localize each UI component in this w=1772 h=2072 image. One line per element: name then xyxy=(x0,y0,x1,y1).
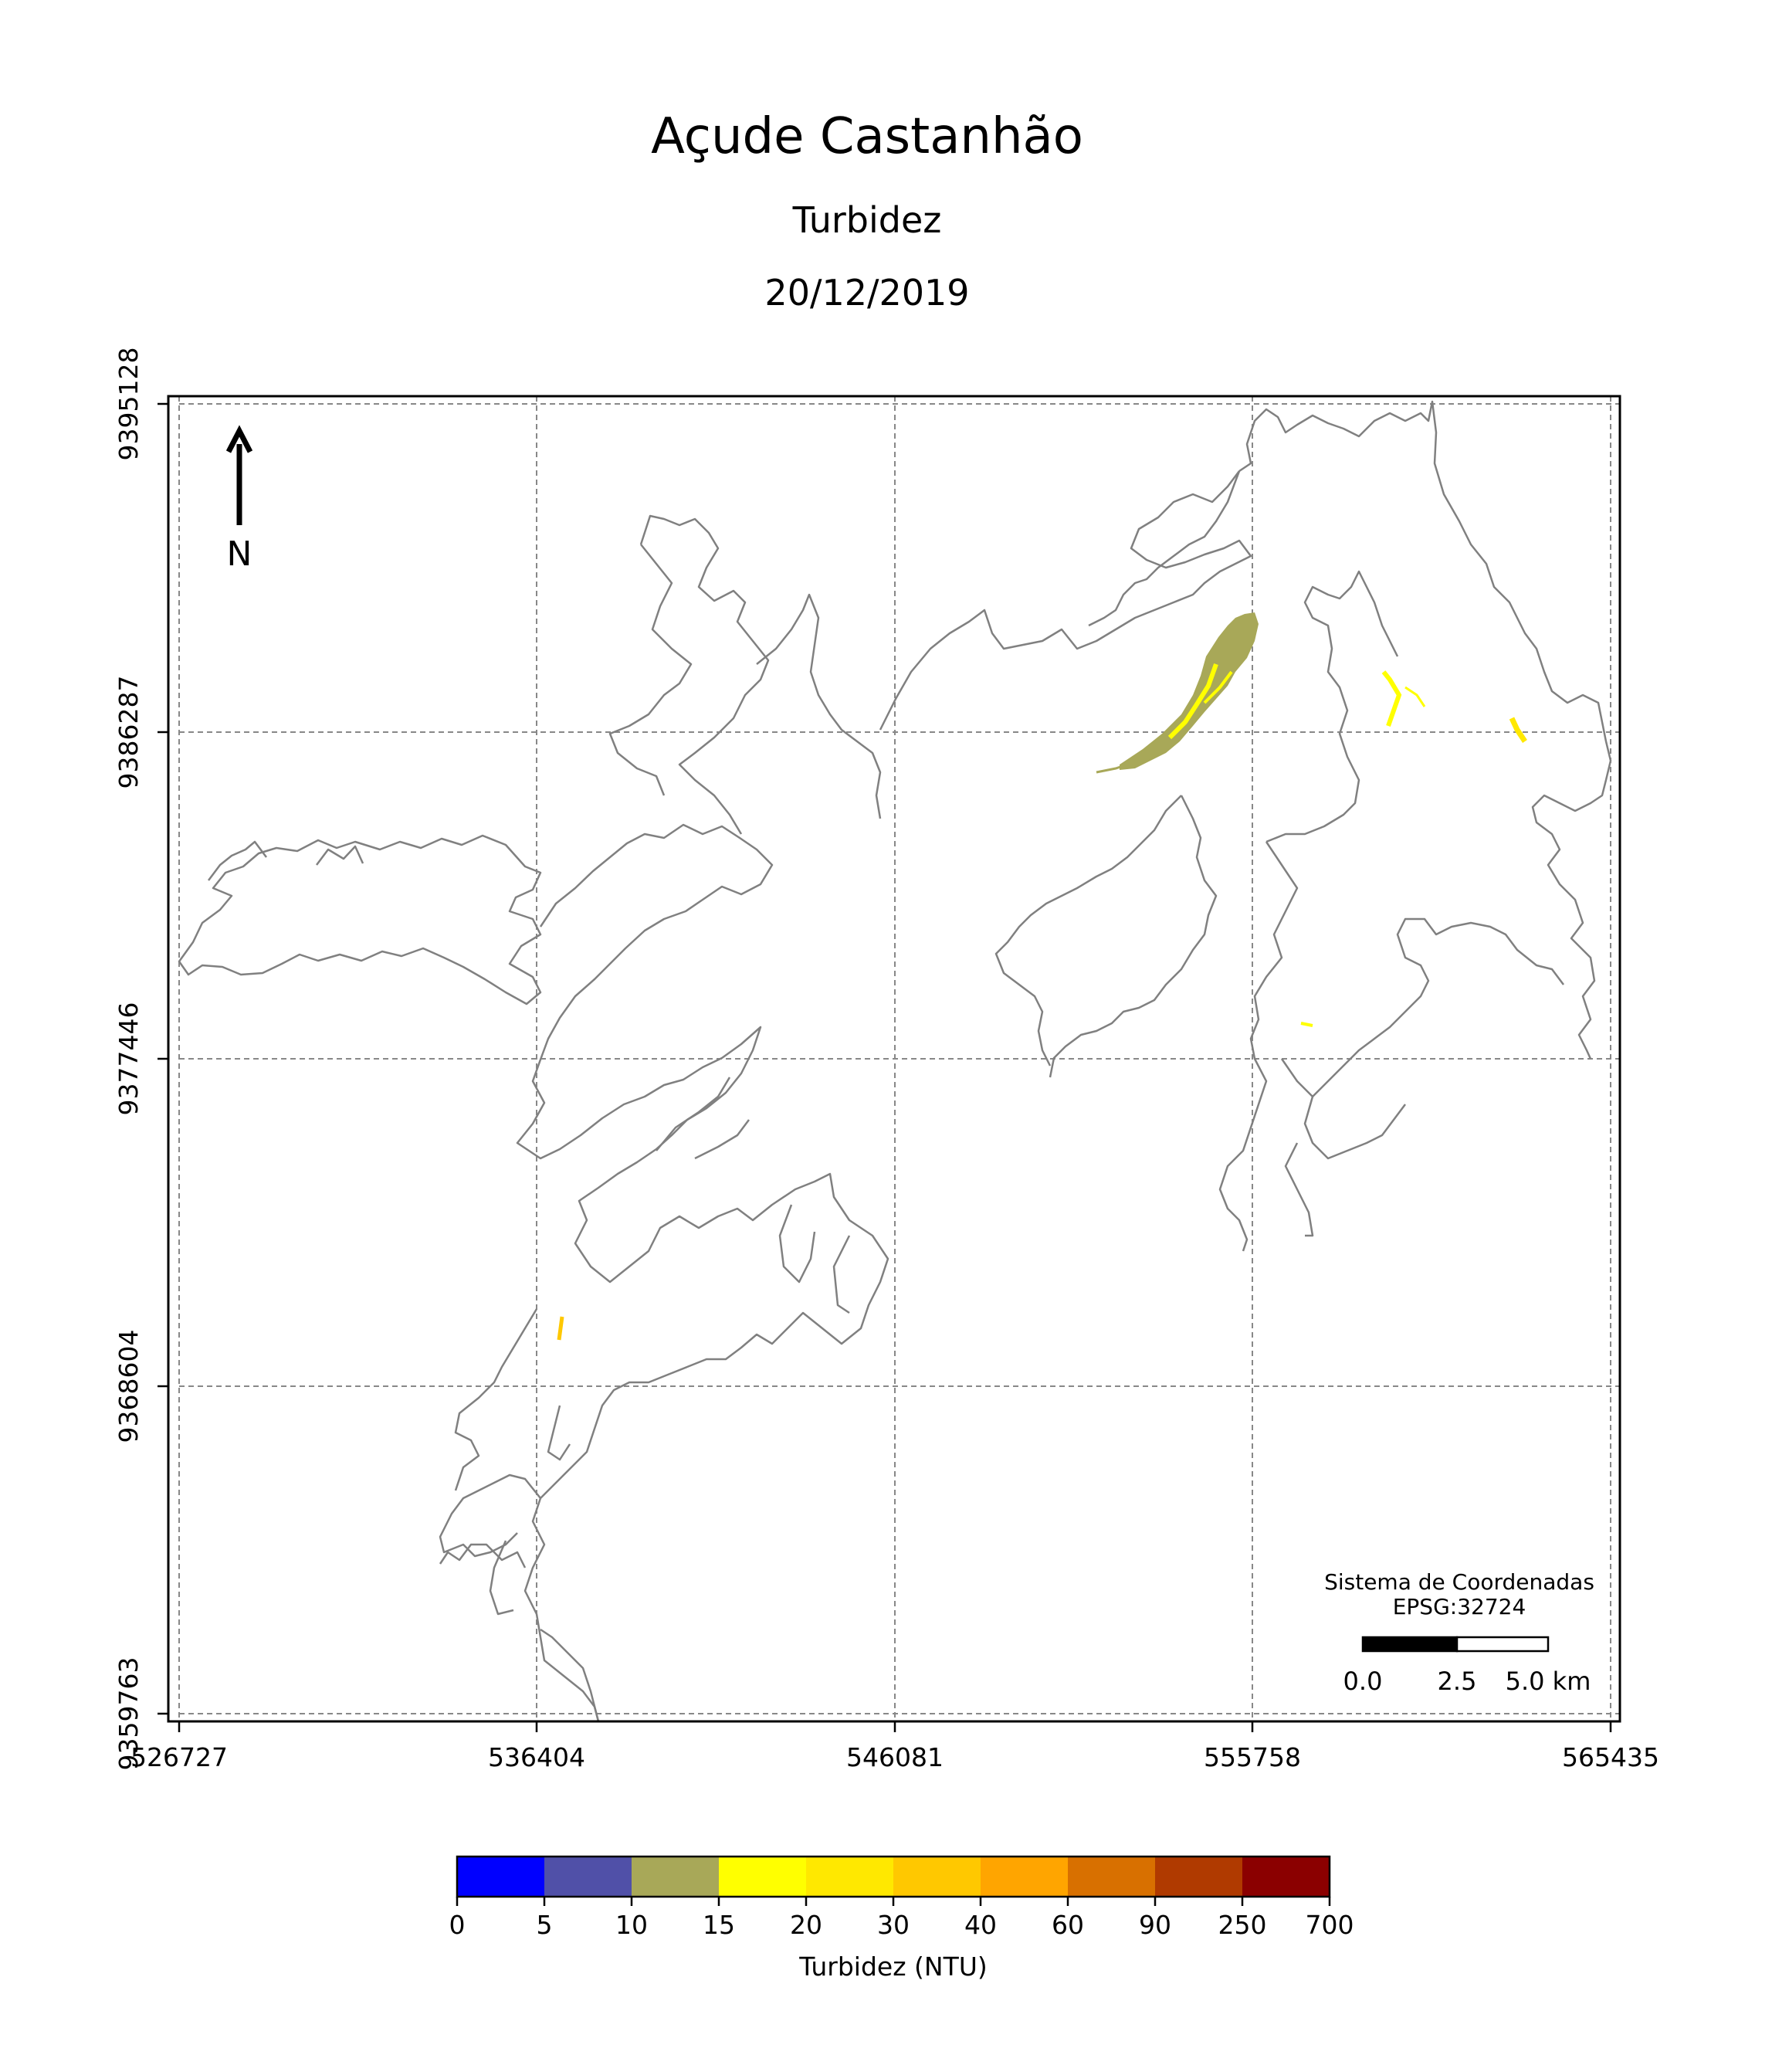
scale-bar-label: 2.5 xyxy=(1438,1667,1477,1696)
x-tick-label: 536404 xyxy=(488,1742,585,1772)
crs-label-line2: EPSG:32724 xyxy=(1393,1594,1526,1619)
colorbar-segment xyxy=(1242,1857,1330,1897)
map-title: Açude Castanhão xyxy=(651,108,1083,165)
colorbar-ticks: 0 5 10 15 20 30 40 60 90 250 700 xyxy=(449,1897,1354,1940)
scale-bar-white-segment xyxy=(1455,1636,1550,1653)
colorbar-segment xyxy=(1155,1857,1243,1897)
x-tick-label: 526727 xyxy=(130,1742,228,1772)
north-arrow: N xyxy=(225,425,253,574)
scale-bar-label: 0.0 xyxy=(1343,1667,1383,1696)
y-tick-label: 9368604 xyxy=(114,1330,144,1443)
y-tick-label: 9359763 xyxy=(114,1657,144,1771)
scale-bar: 0.0 2.5 5.0 km xyxy=(1343,1636,1591,1696)
scale-bar-black-segment xyxy=(1361,1636,1459,1653)
colorbar-segment xyxy=(544,1857,632,1897)
colorbar-label: Turbidez (NTU) xyxy=(798,1952,988,1982)
colorbar-tick-label: 5 xyxy=(537,1910,553,1940)
colorbar: 0 5 10 15 20 30 40 60 90 250 700 Turbidez (NTU) xyxy=(449,1855,1354,1982)
x-tick-label: 565435 xyxy=(1562,1742,1659,1772)
colorbar-tick-label: 250 xyxy=(1218,1910,1267,1940)
x-tick-label: 555758 xyxy=(1204,1742,1301,1772)
colorbar-tick-label: 30 xyxy=(877,1910,910,1940)
map-subtitle: Turbidez xyxy=(792,199,942,241)
colorbar-tick-label: 60 xyxy=(1052,1910,1084,1940)
colorbar-tick-label: 15 xyxy=(703,1910,735,1940)
colorbar-segments xyxy=(457,1857,1330,1897)
colorbar-segment xyxy=(806,1857,894,1897)
turbidity-patches xyxy=(557,612,1527,1341)
colorbar-tick-label: 40 xyxy=(964,1910,997,1940)
reservoir-outline xyxy=(178,400,1612,1722)
north-arrow-label: N xyxy=(227,534,252,574)
colorbar-segment xyxy=(893,1857,981,1897)
x-tick-label: 546081 xyxy=(846,1742,944,1772)
y-tick-label: 9395128 xyxy=(114,348,144,461)
colorbar-tick-label: 10 xyxy=(615,1910,648,1940)
north-arrow-head xyxy=(225,425,253,453)
colorbar-tick-label: 20 xyxy=(790,1910,822,1940)
y-tick-labels: 9395128 9386287 9377446 9368604 9359763 xyxy=(114,348,144,1771)
x-tick-labels: 526727 536404 546081 555758 565435 xyxy=(130,1742,1659,1772)
map-date: 20/12/2019 xyxy=(764,272,970,314)
scale-bar-label: 5.0 km xyxy=(1506,1667,1591,1696)
colorbar-segment xyxy=(1068,1857,1156,1897)
colorbar-segment xyxy=(981,1857,1069,1897)
colorbar-segment xyxy=(457,1857,545,1897)
colorbar-tick-label: 0 xyxy=(449,1910,466,1940)
colorbar-segment xyxy=(719,1857,807,1897)
colorbar-segment xyxy=(632,1857,720,1897)
axis-ticks xyxy=(158,402,1612,1732)
colorbar-tick-label: 700 xyxy=(1306,1910,1354,1940)
colorbar-tick-label: 90 xyxy=(1139,1910,1171,1940)
crs-label: Sistema de Coordenadas EPSG:32724 xyxy=(1324,1569,1594,1619)
crs-label-line1: Sistema de Coordenadas xyxy=(1324,1569,1594,1595)
y-tick-label: 9386287 xyxy=(114,676,144,789)
grid-lines xyxy=(178,396,1620,1721)
y-tick-label: 9377446 xyxy=(114,1002,144,1116)
